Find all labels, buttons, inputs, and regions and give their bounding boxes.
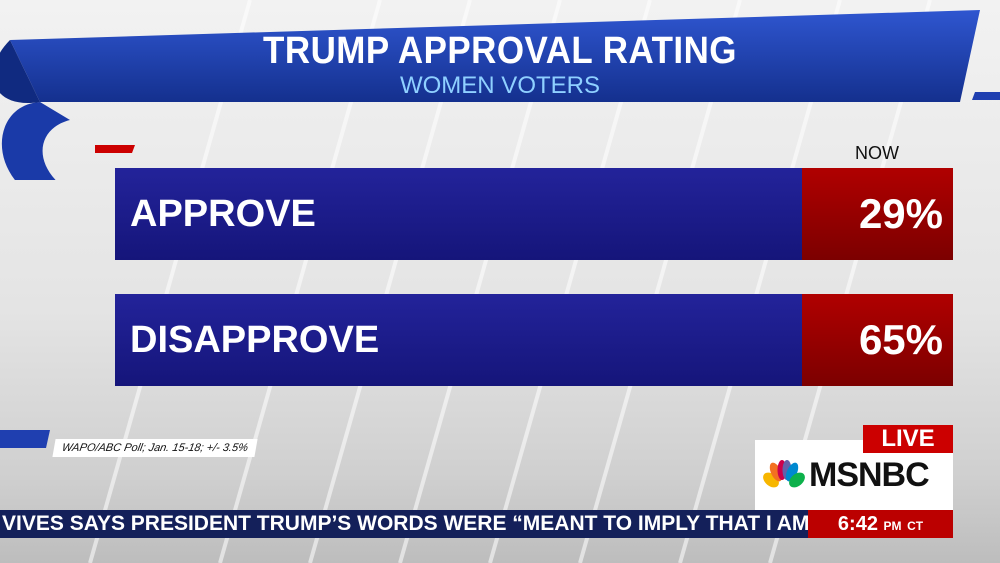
row-disapprove: DISAPPROVE 65% (115, 294, 953, 386)
column-label: NOW (855, 143, 899, 163)
value-label: 65% (802, 294, 953, 386)
clock-time: 6:42 (837, 513, 878, 535)
clock: 6:42 PM CT (808, 510, 953, 538)
value-label: 29% (802, 168, 953, 260)
category-label: APPROVE (115, 168, 802, 260)
clock-ampm: PM (883, 519, 902, 533)
chart-subtitle: WOMEN VOTERS (399, 72, 600, 99)
category-label: DISAPPROVE (115, 294, 802, 386)
source-note: WAPO/ABC Poll; Jan. 15-18; +/- 3.5% (52, 439, 258, 457)
ticker-text: VIVES SAYS PRESIDENT TRUMP’S WORDS WERE … (2, 512, 810, 535)
peacock-icon (763, 460, 805, 488)
chart-title: TRUMP APPROVAL RATING (263, 30, 737, 72)
live-badge: LIVE (863, 425, 953, 453)
row-approve: APPROVE 29% (115, 168, 953, 260)
clock-timezone: CT (907, 519, 924, 533)
news-ticker: VIVES SAYS PRESIDENT TRUMP’S WORDS WERE … (0, 510, 953, 538)
network-name: MSNBC (809, 455, 930, 494)
title-banner (0, 10, 980, 180)
